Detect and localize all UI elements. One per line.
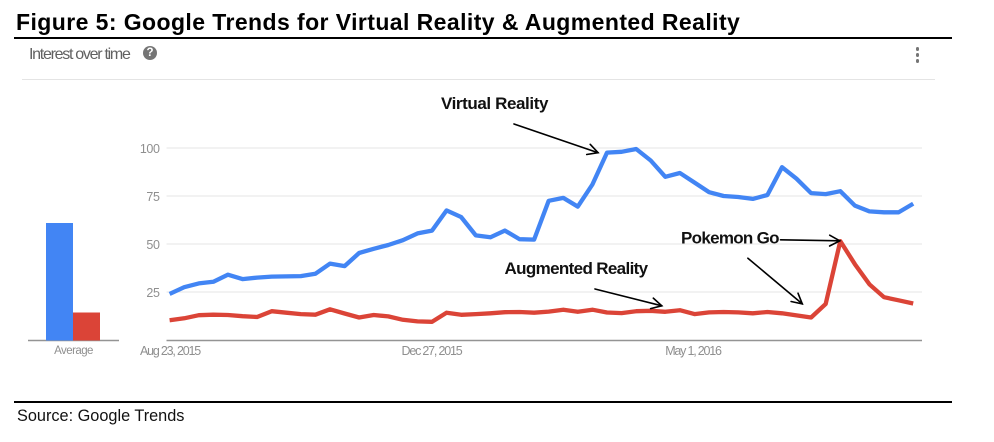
svg-text:Augmented Reality: Augmented Reality [505,259,649,278]
svg-text:75: 75 [146,190,160,204]
svg-text:100: 100 [140,142,160,156]
svg-text:Aug 23, 2015: Aug 23, 2015 [140,344,201,358]
svg-text:Average: Average [54,345,93,357]
svg-text:25: 25 [146,286,160,300]
svg-text:Dec 27, 2015: Dec 27, 2015 [402,344,463,358]
svg-text:May 1, 2016: May 1, 2016 [665,344,722,358]
svg-text:50: 50 [146,238,160,252]
svg-text:Virtual Reality: Virtual Reality [441,94,549,113]
svg-text:Pokemon Go: Pokemon Go [681,229,779,248]
